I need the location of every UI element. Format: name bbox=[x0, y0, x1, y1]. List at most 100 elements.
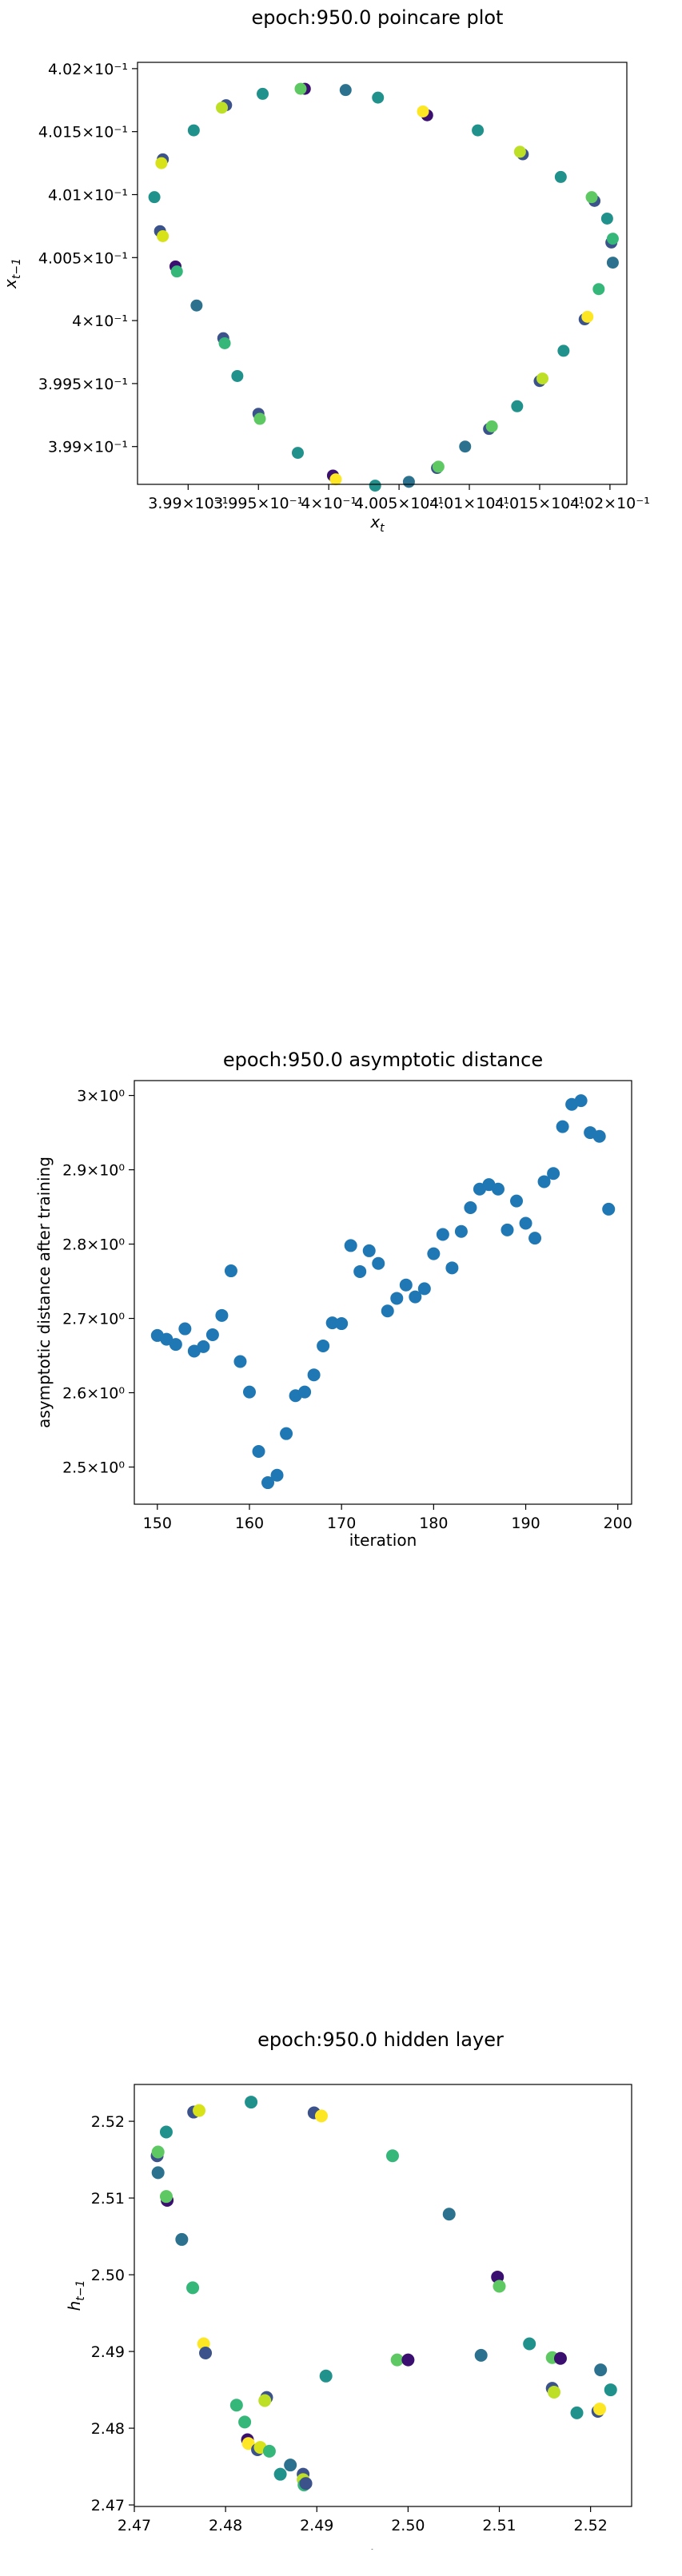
data-point bbox=[224, 1264, 237, 1278]
y-tick-label: 2.9×10⁰ bbox=[62, 1162, 125, 1180]
x-tick-label: 2.47 bbox=[118, 2517, 151, 2534]
y-axis-label: asymptotic distance after training bbox=[34, 1157, 54, 1428]
x-tick-label: 150 bbox=[143, 1515, 172, 1532]
data-point bbox=[257, 87, 269, 100]
data-point bbox=[432, 460, 445, 473]
data-point bbox=[464, 1201, 477, 1214]
data-point bbox=[241, 2437, 255, 2451]
data-point bbox=[474, 2348, 488, 2362]
y-tick-label: 3.99×10⁻¹ bbox=[48, 439, 128, 456]
data-point bbox=[390, 1292, 404, 1305]
data-point bbox=[570, 2406, 584, 2419]
y-tick-label: 2.51 bbox=[91, 2190, 125, 2208]
data-point bbox=[242, 1385, 256, 1399]
data-point bbox=[159, 2190, 173, 2204]
data-point bbox=[169, 1338, 182, 1352]
data-point bbox=[199, 2347, 213, 2359]
data-point bbox=[155, 157, 168, 169]
x-tick-label: 2.51 bbox=[482, 2517, 516, 2534]
data-point bbox=[151, 2166, 165, 2180]
data-point bbox=[409, 1290, 422, 1304]
x-tick-label: 200 bbox=[604, 1515, 632, 1532]
x-tick-label: 170 bbox=[327, 1515, 356, 1532]
data-point bbox=[216, 102, 229, 114]
data-point bbox=[151, 2145, 165, 2159]
poincare-plot-chart: epoch:950.0 poincare plot 3.99×10⁻¹3.995… bbox=[1, 6, 650, 535]
data-point bbox=[519, 1216, 532, 1230]
y-tick-label: 2.49 bbox=[91, 2343, 125, 2361]
data-point bbox=[270, 1468, 284, 1482]
data-point bbox=[606, 257, 619, 269]
data-point bbox=[205, 1328, 219, 1341]
data-point bbox=[298, 1385, 312, 1399]
data-point bbox=[233, 1355, 247, 1368]
data-point bbox=[187, 124, 200, 137]
x-tick-label: 2.52 bbox=[573, 2517, 607, 2534]
data-point bbox=[307, 1368, 321, 1382]
data-point bbox=[329, 473, 342, 486]
data-point bbox=[556, 1120, 569, 1133]
data-point bbox=[372, 1256, 385, 1270]
data-point bbox=[581, 310, 594, 323]
x-tick-label: 4.015×10⁻¹ bbox=[495, 495, 584, 512]
data-point bbox=[501, 1223, 514, 1236]
data-point bbox=[600, 212, 613, 225]
data-point bbox=[485, 420, 498, 432]
data-point bbox=[445, 1261, 459, 1275]
data-point bbox=[229, 2399, 243, 2412]
plot-frame bbox=[137, 62, 628, 485]
data-point bbox=[390, 2353, 404, 2367]
data-point bbox=[381, 1304, 394, 1318]
data-point bbox=[592, 283, 605, 296]
x-tick-label: 4.005×10⁻¹ bbox=[354, 495, 444, 512]
data-point bbox=[427, 1247, 441, 1260]
data-point bbox=[319, 2369, 333, 2383]
x-axis-label: h_t bbox=[370, 2546, 395, 2550]
data-point bbox=[291, 447, 304, 460]
data-point bbox=[369, 480, 381, 492]
data-points bbox=[148, 82, 619, 492]
data-point bbox=[253, 412, 266, 425]
data-point bbox=[491, 1182, 505, 1196]
data-point bbox=[547, 1167, 560, 1181]
y-tick-label: 2.7×10⁰ bbox=[62, 1311, 125, 1328]
data-point bbox=[193, 2104, 206, 2117]
data-point bbox=[536, 372, 548, 385]
x-axis-label: xt bbox=[369, 512, 385, 535]
data-point bbox=[238, 2415, 252, 2429]
x-tick-labels: 3.99×10⁻¹3.995×10⁻¹4×10⁻¹4.005×10⁻¹4.01×… bbox=[148, 484, 650, 512]
y-tick-labels: 2.47 2.48 2.49 2.50 2.51 2.52 bbox=[91, 2113, 134, 2514]
data-point bbox=[493, 2279, 506, 2293]
data-point bbox=[585, 191, 598, 204]
data-point bbox=[339, 84, 352, 97]
data-point bbox=[553, 2351, 567, 2365]
data-point bbox=[592, 1129, 606, 1143]
data-point bbox=[178, 1322, 192, 1336]
x-tick-label: 4×10⁻¹ bbox=[301, 495, 357, 512]
data-point bbox=[557, 344, 570, 357]
data-point bbox=[261, 1476, 275, 1490]
x-tick-label: 160 bbox=[235, 1515, 264, 1532]
chart-title: epoch:950.0 hidden layer bbox=[257, 2029, 504, 2051]
data-point bbox=[325, 1316, 339, 1330]
data-point bbox=[335, 1317, 349, 1331]
chart-title: epoch:950.0 asymptotic distance bbox=[223, 1049, 543, 1071]
data-point bbox=[459, 440, 472, 453]
y-tick-label: 4.01×10⁻¹ bbox=[48, 186, 128, 204]
data-point bbox=[190, 299, 203, 312]
data-point bbox=[372, 91, 385, 104]
data-point bbox=[186, 2281, 200, 2295]
y-tick-label: 2.50 bbox=[91, 2267, 125, 2284]
data-point bbox=[399, 1278, 413, 1292]
y-tick-label: 4.005×10⁻¹ bbox=[38, 249, 128, 267]
data-point bbox=[472, 124, 485, 137]
data-point bbox=[436, 1228, 449, 1241]
data-point bbox=[511, 400, 524, 412]
x-tick-labels: 150 160 170 180 190 200 bbox=[143, 1504, 632, 1532]
data-point bbox=[148, 191, 161, 204]
data-point bbox=[299, 2477, 313, 2490]
hidden-layer-chart: epoch:950.0 hidden layer 2.47 2.48 2.49 2.5… bbox=[65, 2029, 632, 2550]
data-point bbox=[245, 2096, 258, 2109]
y-tick-label: 2.52 bbox=[91, 2113, 125, 2131]
data-point bbox=[554, 170, 567, 183]
